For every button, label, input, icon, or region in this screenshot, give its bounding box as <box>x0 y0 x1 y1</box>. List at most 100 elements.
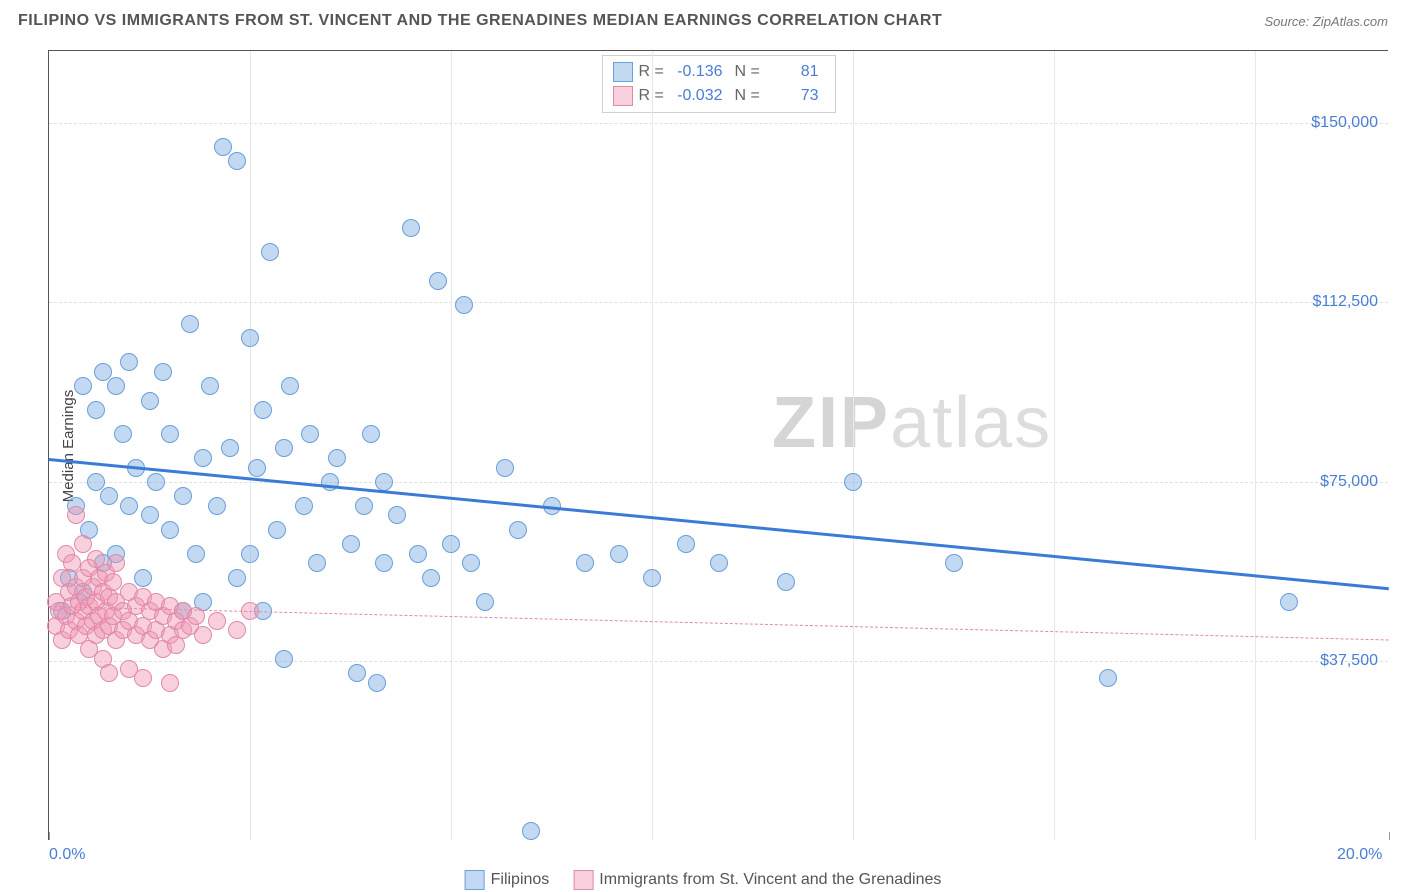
y-tick-label: $37,500 <box>1320 652 1378 670</box>
data-point <box>194 626 212 644</box>
data-point <box>442 535 460 553</box>
x-tick <box>49 832 50 840</box>
data-point <box>114 425 132 443</box>
chart-header: FILIPINO VS IMMIGRANTS FROM ST. VINCENT … <box>0 0 1406 36</box>
data-point <box>348 664 366 682</box>
data-point <box>228 152 246 170</box>
gridline-v <box>250 51 251 840</box>
watermark: ZIPatlas <box>772 382 1052 464</box>
r-value: -0.032 <box>673 87 729 105</box>
data-point <box>710 554 728 572</box>
gridline-v <box>1255 51 1256 840</box>
y-tick-label: $75,000 <box>1320 473 1378 491</box>
n-label: N = <box>735 87 763 105</box>
data-point <box>87 473 105 491</box>
y-tick-label: $112,500 <box>1312 293 1378 311</box>
data-point <box>496 459 514 477</box>
data-point <box>161 521 179 539</box>
data-point <box>1099 669 1117 687</box>
data-point <box>254 401 272 419</box>
data-point <box>409 545 427 563</box>
data-point <box>422 569 440 587</box>
data-point <box>328 449 346 467</box>
data-point <box>509 521 527 539</box>
data-point <box>74 535 92 553</box>
data-point <box>301 425 319 443</box>
data-point <box>388 506 406 524</box>
x-tick <box>1389 832 1390 840</box>
data-point <box>120 353 138 371</box>
data-point <box>228 569 246 587</box>
data-point <box>368 674 386 692</box>
data-point <box>241 545 259 563</box>
data-point <box>308 554 326 572</box>
data-point <box>154 363 172 381</box>
chart-title: FILIPINO VS IMMIGRANTS FROM ST. VINCENT … <box>18 12 942 30</box>
source-attribution: Source: ZipAtlas.com <box>1264 14 1388 29</box>
data-point <box>522 822 540 840</box>
data-point <box>281 377 299 395</box>
data-point <box>643 569 661 587</box>
legend-stat-row: R =-0.136N =81 <box>613 60 825 84</box>
correlation-legend: R =-0.136N =81R =-0.032N =73 <box>602 55 836 113</box>
data-point <box>455 296 473 314</box>
data-point <box>342 535 360 553</box>
data-point <box>141 506 159 524</box>
data-point <box>462 554 480 572</box>
data-point <box>295 497 313 515</box>
data-point <box>94 363 112 381</box>
data-point <box>147 473 165 491</box>
data-point <box>214 138 232 156</box>
data-point <box>844 473 862 491</box>
data-point <box>174 487 192 505</box>
data-point <box>275 439 293 457</box>
data-point <box>74 377 92 395</box>
data-point <box>228 621 246 639</box>
data-point <box>777 573 795 591</box>
data-point <box>107 377 125 395</box>
data-point <box>208 497 226 515</box>
x-tick-label: 0.0% <box>49 846 85 864</box>
y-tick-label: $150,000 <box>1311 114 1378 132</box>
gridline-v <box>652 51 653 840</box>
data-point <box>181 315 199 333</box>
data-point <box>141 392 159 410</box>
data-point <box>194 449 212 467</box>
legend-item: Immigrants from St. Vincent and the Gren… <box>573 870 941 890</box>
data-point <box>161 674 179 692</box>
data-point <box>362 425 380 443</box>
data-point <box>610 545 628 563</box>
legend-label: Immigrants from St. Vincent and the Gren… <box>599 871 941 889</box>
legend-item: Filipinos <box>465 870 550 890</box>
n-label: N = <box>735 63 763 81</box>
data-point <box>375 473 393 491</box>
legend-stat-row: R =-0.032N =73 <box>613 84 825 108</box>
r-value: -0.136 <box>673 63 729 81</box>
data-point <box>429 272 447 290</box>
data-point <box>107 554 125 572</box>
data-point <box>201 377 219 395</box>
data-point <box>100 487 118 505</box>
legend-label: Filipinos <box>491 871 550 889</box>
data-point <box>134 669 152 687</box>
data-point <box>248 459 266 477</box>
gridline-v <box>451 51 452 840</box>
data-point <box>268 521 286 539</box>
data-point <box>134 569 152 587</box>
n-value: 81 <box>769 63 825 81</box>
data-point <box>104 573 122 591</box>
data-point <box>208 612 226 630</box>
data-point <box>375 554 393 572</box>
data-point <box>87 401 105 419</box>
data-point <box>100 664 118 682</box>
data-point <box>187 545 205 563</box>
data-point <box>677 535 695 553</box>
data-point <box>355 497 373 515</box>
legend-swatch <box>465 870 485 890</box>
data-point <box>261 243 279 261</box>
data-point <box>1280 593 1298 611</box>
data-point <box>67 506 85 524</box>
data-point <box>120 497 138 515</box>
legend-swatch <box>573 870 593 890</box>
data-point <box>221 439 239 457</box>
